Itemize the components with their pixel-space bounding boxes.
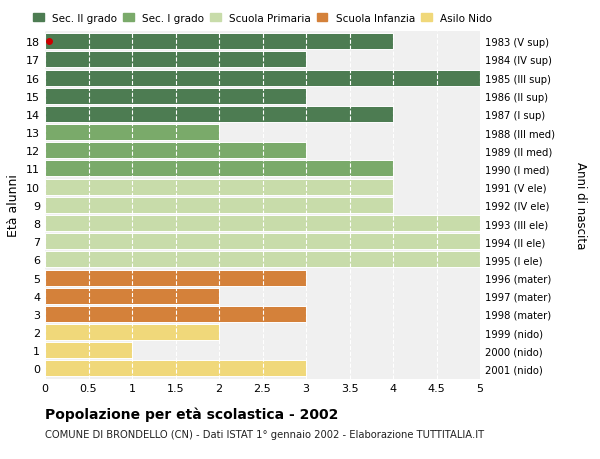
Bar: [45, 361, 306, 377]
Bar: [45, 125, 219, 141]
Bar: [45, 234, 480, 250]
Text: COMUNE DI BRONDELLO (CN) - Dati ISTAT 1° gennaio 2002 - Elaborazione TUTTITALIA.: COMUNE DI BRONDELLO (CN) - Dati ISTAT 1°…: [45, 429, 484, 439]
Legend: Sec. II grado, Sec. I grado, Scuola Primaria, Scuola Infanzia, Asilo Nido: Sec. II grado, Sec. I grado, Scuola Prim…: [33, 13, 492, 23]
Y-axis label: Età alunni: Età alunni: [7, 174, 20, 237]
Bar: [45, 89, 306, 105]
Bar: [45, 252, 480, 268]
Bar: [45, 34, 393, 50]
Y-axis label: Anni di nascita: Anni di nascita: [574, 162, 587, 249]
Bar: [45, 161, 393, 177]
Bar: [45, 52, 306, 68]
Bar: [45, 306, 306, 322]
Bar: [45, 342, 132, 358]
Bar: [45, 143, 306, 159]
Bar: [45, 325, 219, 341]
Text: Popolazione per età scolastica - 2002: Popolazione per età scolastica - 2002: [45, 406, 338, 421]
Bar: [45, 216, 480, 231]
Bar: [45, 70, 480, 86]
Bar: [45, 288, 219, 304]
Bar: [45, 106, 393, 123]
Bar: [45, 197, 393, 213]
Bar: [45, 270, 306, 286]
Bar: [45, 179, 393, 195]
